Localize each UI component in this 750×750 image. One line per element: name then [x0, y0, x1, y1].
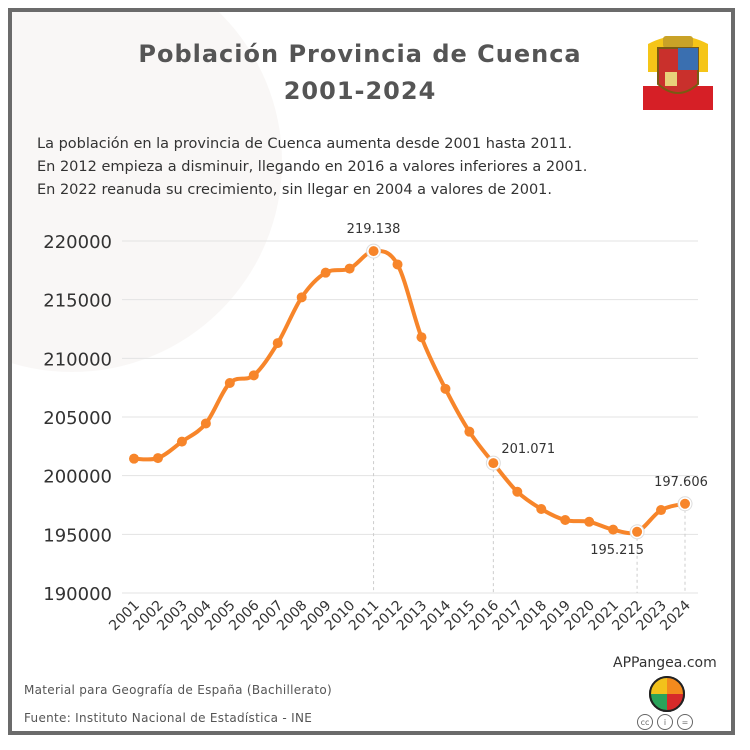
- data-label: 195.215: [590, 543, 644, 558]
- line-chart: 220000 215000 210000 205000 200000 195000 1900…: [43, 222, 708, 634]
- data-point: [608, 524, 619, 535]
- watermark: [12, 12, 282, 372]
- cuenca-coat-of-arms-icon: [643, 36, 713, 110]
- data-point: [272, 338, 283, 349]
- data-point: [440, 383, 451, 394]
- data-point: [129, 453, 139, 464]
- data-point: [488, 458, 499, 469]
- y-tick-label: 195000: [43, 525, 112, 546]
- data-point: [560, 515, 571, 526]
- data-point: [680, 498, 690, 509]
- data-point: [584, 516, 595, 527]
- data-point: [296, 292, 307, 303]
- data-point: [176, 436, 187, 447]
- title-line-2: 2001-2024: [283, 77, 437, 105]
- description-line: En 2012 empieza a disminuir, llegando en…: [37, 159, 588, 175]
- by-icon: i: [657, 714, 673, 730]
- y-tick-label: 190000: [43, 584, 112, 605]
- data-point: [392, 259, 403, 270]
- data-point: [536, 503, 547, 514]
- footer-material: Material para Geografía de España (Bachi…: [24, 683, 332, 697]
- frame: [8, 8, 735, 735]
- data-label: 201.071: [501, 442, 555, 457]
- data-point: [248, 370, 259, 381]
- description: La población en la provincia de Cuenca a…: [37, 133, 717, 202]
- license-icons: cc i =: [637, 714, 693, 730]
- data-point: [512, 486, 523, 497]
- y-tick-label: 215000: [43, 291, 112, 312]
- data-point: [320, 267, 331, 278]
- data-point: [344, 263, 355, 274]
- cc-icon: cc: [637, 714, 653, 730]
- data-point: [200, 418, 211, 429]
- data-label: 197.606: [654, 475, 708, 490]
- description-line: La población en la provincia de Cuenca a…: [37, 136, 573, 152]
- data-point: [152, 453, 163, 464]
- puzzle-globe-logo-icon: [649, 676, 685, 712]
- chart-title: Población Provincia de Cuenca 2001-2024: [90, 36, 630, 110]
- data-point: [416, 332, 427, 343]
- y-tick-label: 220000: [43, 232, 112, 253]
- data-point: [656, 505, 667, 516]
- nd-icon: =: [677, 714, 693, 730]
- data-label: 219.138: [347, 222, 401, 237]
- description-line: En 2022 reanuda su crecimiento, sin lleg…: [37, 182, 553, 198]
- series-line: [133, 248, 686, 536]
- data-point: [368, 246, 379, 257]
- data-point: [464, 426, 475, 437]
- y-tick-label: 205000: [43, 408, 112, 429]
- y-tick-label: 210000: [43, 349, 112, 370]
- footer-source: Fuente: Instituto Nacional de Estadístic…: [24, 711, 313, 725]
- data-point: [224, 377, 235, 388]
- title-line-1: Población Provincia de Cuenca: [138, 40, 582, 68]
- data-point: [632, 526, 643, 537]
- y-tick-label: 200000: [43, 467, 112, 488]
- brand-link[interactable]: APPangea.com: [613, 655, 717, 671]
